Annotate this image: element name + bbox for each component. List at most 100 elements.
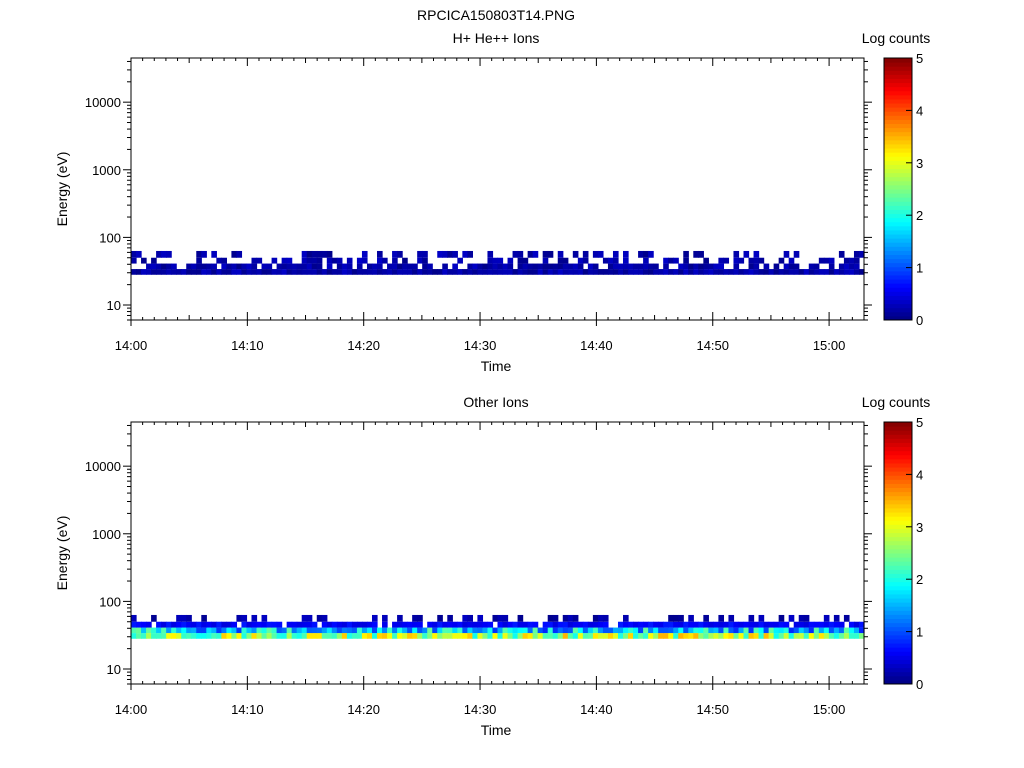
colorbar-segment (884, 131, 912, 137)
heatmap-cell (306, 621, 313, 628)
heatmap-cell (843, 269, 850, 275)
heatmap-cell (341, 633, 348, 639)
heatmap-cell (758, 627, 765, 634)
heatmap-cell (201, 621, 207, 628)
heatmap-cell (517, 263, 524, 270)
colorbar-segment (884, 299, 912, 305)
heatmap-cell (683, 263, 689, 270)
heatmap-cell (798, 633, 805, 639)
heatmap-cell (201, 633, 207, 639)
heatmap-cell (417, 250, 423, 258)
heatmap-cell (853, 263, 860, 270)
heatmap-cell (612, 263, 619, 270)
heatmap-cell (547, 621, 554, 628)
heatmap-cell (858, 627, 865, 634)
heatmap-cell (397, 627, 403, 634)
heatmap-cell (351, 621, 358, 628)
heatmap-cell (592, 614, 599, 622)
heatmap-cell (311, 627, 318, 634)
heatmap-cell (422, 627, 428, 634)
heatmap-cell (738, 269, 745, 275)
heatmap-cell (582, 633, 589, 639)
colorbar-segment (884, 315, 912, 321)
heatmap-cell (668, 257, 674, 264)
heatmap-cell (628, 627, 634, 634)
colorbar-segment (884, 78, 912, 84)
heatmap-cell (733, 263, 740, 270)
heatmap-cell (537, 269, 544, 275)
heatmap-cell (492, 627, 499, 634)
heatmap-cell (858, 250, 865, 258)
heatmap-cell (201, 627, 207, 634)
heatmap-cell (467, 614, 473, 622)
colorbar-segment (884, 213, 912, 219)
heatmap-cell (623, 627, 629, 634)
heatmap-cell (226, 633, 233, 639)
colorbar-segment (884, 283, 912, 288)
heatmap-cell (803, 614, 810, 622)
heatmap-cell (261, 269, 268, 275)
heatmap-cell (341, 263, 348, 270)
heatmap-cell (532, 263, 539, 270)
colorbar-segment (884, 119, 912, 124)
heatmap-cell (176, 627, 182, 634)
heatmap-cell (497, 633, 504, 639)
heatmap-cell (422, 250, 428, 258)
heatmap-cell (778, 614, 785, 622)
heatmap-cell (146, 627, 152, 634)
heatmap-cell (803, 633, 810, 639)
heatmap-cell (346, 269, 353, 275)
heatmap-cell (848, 263, 855, 270)
heatmap-cell (321, 621, 328, 628)
heatmap-cell (643, 621, 649, 628)
colorbar-segment (884, 303, 912, 309)
y-tick-label: 100 (99, 230, 121, 245)
heatmap-cell (572, 263, 579, 270)
heatmap-cell (818, 621, 825, 628)
heatmap-cell (377, 633, 383, 639)
heatmap-cell (492, 614, 499, 622)
heatmap-cell (306, 614, 313, 622)
heatmap-cell (663, 627, 669, 634)
colorbar-segment (884, 516, 912, 521)
heatmap-cell (688, 614, 694, 622)
colorbar-segment (884, 180, 912, 186)
heatmap-cell (417, 621, 423, 628)
heatmap-cell (678, 269, 684, 275)
heatmap-cell (638, 263, 644, 270)
heatmap-cell (537, 633, 544, 639)
heatmap-cell (612, 269, 619, 275)
heatmap-cell (407, 621, 413, 628)
heatmap-cell (246, 263, 253, 270)
heatmap-cell (266, 621, 273, 628)
heatmap-cell (331, 627, 338, 634)
colorbar-segment (884, 139, 912, 145)
heatmap-cell (628, 263, 634, 270)
heatmap-cell (617, 633, 624, 639)
heatmap-cell (602, 614, 609, 622)
colorbar-segment (884, 655, 912, 660)
heatmap-cell (196, 627, 202, 634)
heatmap-cell (577, 633, 584, 639)
colorbar-segment (884, 614, 912, 619)
heatmap-cell (502, 633, 509, 639)
panel-2-heatmap (131, 614, 865, 639)
heatmap-cell (783, 269, 790, 275)
heatmap-cell (818, 633, 825, 639)
heatmap-cell (146, 269, 152, 275)
heatmap-cell (562, 614, 569, 622)
colorbar-segment (884, 659, 912, 665)
heatmap-cell (382, 257, 388, 264)
colorbar-segment (884, 123, 912, 129)
heatmap-cell (356, 627, 363, 634)
heatmap-cell (191, 627, 197, 634)
heatmap-cell (261, 263, 268, 270)
heatmap-cell (346, 627, 353, 634)
heatmap-cell (211, 263, 217, 270)
colorbar-segment (884, 589, 912, 595)
heatmap-cell (723, 621, 730, 628)
colorbar-tick-label: 1 (916, 625, 923, 640)
heatmap-cell (587, 633, 594, 639)
heatmap-cell (773, 627, 780, 634)
heatmap-cell (628, 269, 634, 275)
